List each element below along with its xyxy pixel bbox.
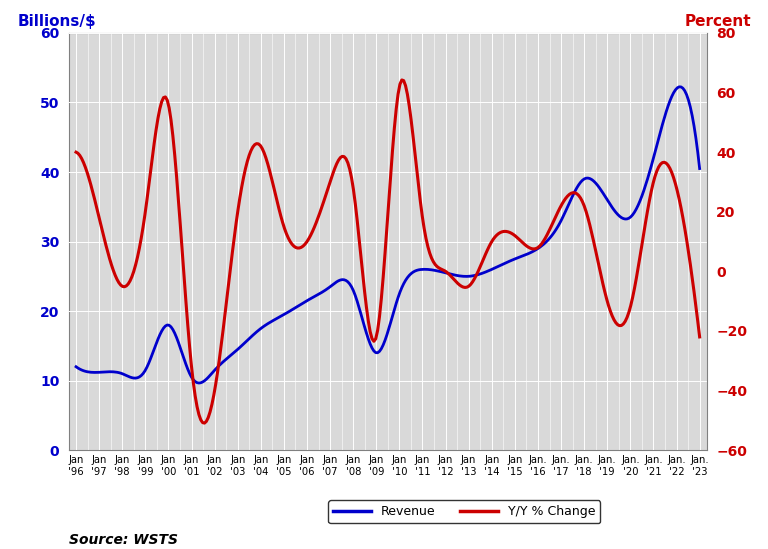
Legend: Revenue, Y/Y % Change: Revenue, Y/Y % Change xyxy=(328,500,601,523)
Text: Billions/$: Billions/$ xyxy=(18,14,97,29)
Text: Percent: Percent xyxy=(684,14,751,29)
Text: Source: WSTS: Source: WSTS xyxy=(69,533,178,546)
Text: Jun. '23 = -17.3% Y/Y: Jun. '23 = -17.3% Y/Y xyxy=(0,548,1,549)
